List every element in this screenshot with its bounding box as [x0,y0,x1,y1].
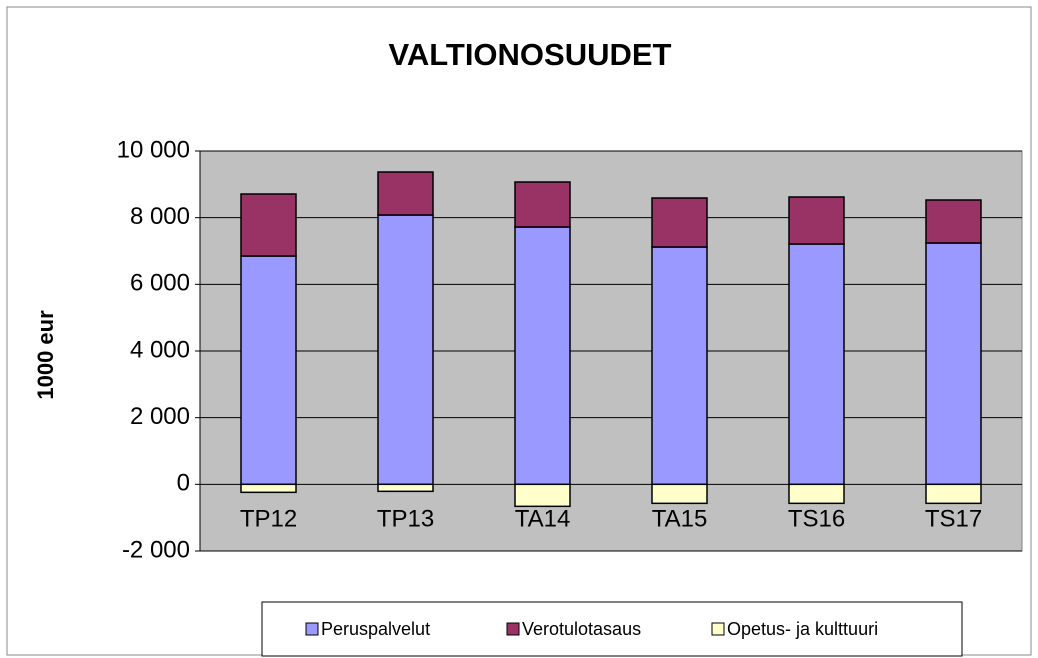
y-tick-label: 10 000 [117,136,190,163]
bar-segment [514,181,571,228]
legend-swatch [305,622,319,636]
bar-segment [788,243,845,486]
legend-box [261,601,963,657]
y-tick-label: 2 000 [130,403,190,430]
bar-segment [240,193,297,257]
chart-title: VALTIONOSUUDET [388,37,671,72]
bar-segment [377,483,434,493]
bar-segment [925,199,982,244]
bar-segment [788,483,845,505]
bar-segment [240,255,297,486]
bar-segment [514,483,571,508]
bar-segment [514,226,571,486]
legend-swatch [506,622,520,636]
legend-label: Verotulotasaus [522,619,641,639]
bar-segment [925,242,982,486]
y-tick-label: -2 000 [122,536,190,563]
bar-segment [925,483,982,505]
y-tick-label: 4 000 [130,336,190,363]
y-axis-label: 1000 eur [33,310,58,400]
bar-segment [377,214,434,486]
bar-segment [240,483,297,494]
y-tick-label: 0 [177,470,190,497]
legend-label: Opetus- ja kulttuuri [727,619,878,639]
bar-segment [788,196,845,245]
y-tick-label: 6 000 [130,270,190,297]
legend-label: Peruspalvelut [321,619,430,639]
bar-segment [651,197,708,248]
y-tick-label: 8 000 [130,203,190,230]
bar-segment [377,171,434,216]
x-tick-label: TA15 [652,506,708,533]
x-tick-label: TS16 [788,506,845,533]
x-tick-label: TP13 [377,506,434,533]
x-tick-label: TA14 [515,506,571,533]
bar-segment [651,483,708,505]
bar-segment [651,246,708,486]
x-tick-label: TP12 [240,506,297,533]
legend-swatch [711,622,725,636]
x-tick-label: TS17 [925,506,982,533]
